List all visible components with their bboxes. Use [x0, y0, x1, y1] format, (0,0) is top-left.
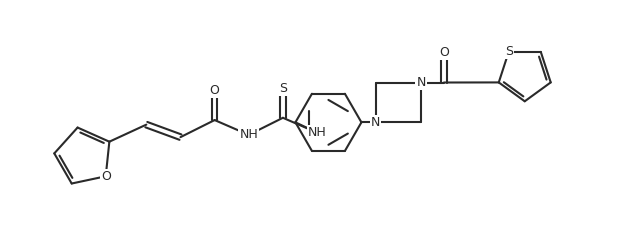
Text: NH: NH: [239, 128, 258, 141]
Text: O: O: [210, 84, 220, 97]
Text: N: N: [416, 76, 426, 89]
Text: S: S: [279, 82, 287, 95]
Text: O: O: [101, 170, 110, 183]
Text: N: N: [371, 116, 380, 129]
Text: NH: NH: [308, 126, 326, 139]
Text: O: O: [439, 46, 449, 60]
Text: S: S: [505, 45, 513, 58]
